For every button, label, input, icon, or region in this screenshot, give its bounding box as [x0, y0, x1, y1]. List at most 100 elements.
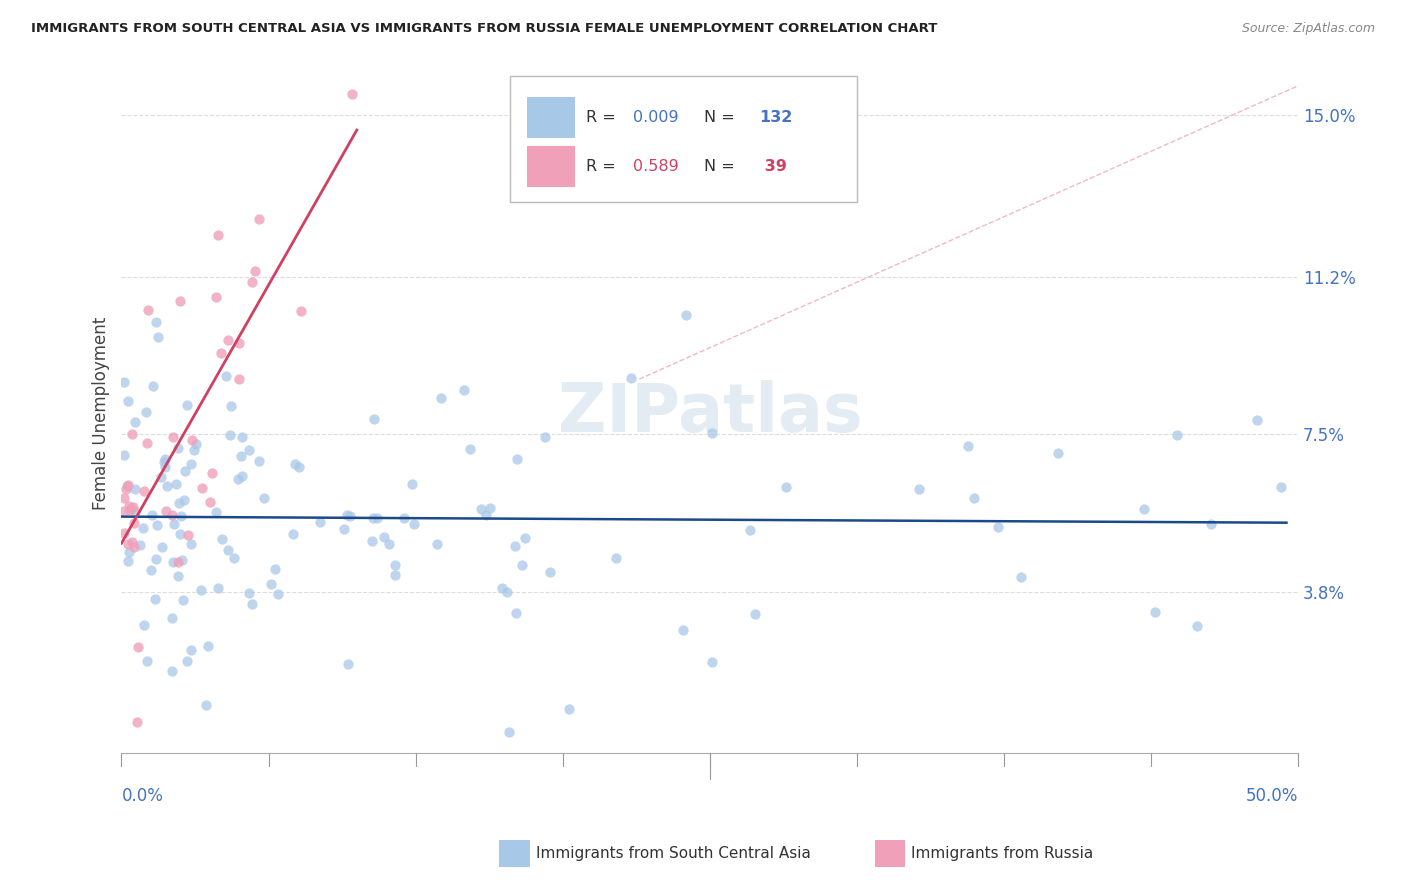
Point [229, 449, 252, 463]
Point [675, 308, 697, 322]
Point [160, 611, 183, 625]
Point [458, 442, 481, 456]
Point [181, 433, 204, 447]
Point [121, 426, 143, 441]
Point [228, 372, 250, 386]
Point [1187, 619, 1209, 633]
Point [176, 655, 198, 669]
Point [160, 665, 183, 679]
Point [672, 623, 695, 637]
Point [165, 476, 187, 491]
Point [1270, 480, 1292, 494]
Point [401, 477, 423, 491]
Point [177, 528, 200, 542]
Text: Immigrants from South Central Asia: Immigrants from South Central Asia [536, 847, 811, 861]
Point [117, 394, 139, 409]
Point [135, 404, 157, 418]
Point [127, 715, 149, 730]
Point [176, 399, 198, 413]
Point [172, 593, 194, 607]
Point [392, 510, 415, 524]
Text: Source: ZipAtlas.com: Source: ZipAtlas.com [1241, 22, 1375, 36]
Point [167, 554, 190, 568]
Point [201, 466, 224, 480]
Point [122, 516, 145, 530]
Point [238, 586, 260, 600]
Point [219, 399, 242, 413]
Point [115, 479, 138, 493]
Point [505, 539, 527, 553]
Point [744, 607, 766, 621]
Point [143, 592, 166, 607]
Point [513, 531, 536, 545]
Point [198, 495, 221, 509]
Point [162, 555, 184, 569]
Point [363, 412, 385, 426]
Point [238, 443, 260, 458]
Point [384, 568, 406, 582]
Point [170, 553, 193, 567]
Point [505, 606, 527, 620]
Point [247, 454, 270, 468]
Point [240, 597, 263, 611]
Point [186, 436, 208, 450]
Point [114, 482, 136, 496]
Point [605, 550, 627, 565]
Point [558, 701, 581, 715]
Text: 39: 39 [759, 159, 787, 174]
Point [987, 520, 1010, 534]
Point [1246, 413, 1268, 427]
Point [700, 655, 723, 669]
Point [209, 345, 232, 359]
Point [150, 470, 173, 484]
Point [129, 538, 152, 552]
Point [384, 558, 406, 572]
Point [963, 491, 986, 505]
Point [1143, 605, 1166, 619]
Point [167, 568, 190, 582]
Text: N =: N = [704, 159, 740, 174]
Text: 132: 132 [759, 110, 793, 125]
Point [263, 562, 285, 576]
Point [118, 499, 141, 513]
Point [470, 502, 492, 516]
Point [498, 725, 520, 739]
Bar [527, 145, 575, 186]
Point [339, 508, 361, 523]
Point [231, 469, 253, 483]
Point [180, 458, 202, 472]
Point [191, 482, 214, 496]
Point [132, 618, 155, 632]
Point [162, 430, 184, 444]
Point [404, 516, 426, 531]
Point [226, 472, 249, 486]
Point [124, 540, 146, 554]
Point [205, 290, 228, 304]
Point [218, 543, 240, 558]
Point [363, 511, 385, 525]
Point [112, 376, 135, 390]
Point [538, 565, 561, 579]
Point [243, 264, 266, 278]
Point [118, 545, 141, 559]
Point [366, 511, 388, 525]
Point [228, 336, 250, 351]
Text: N =: N = [704, 110, 740, 125]
Point [135, 436, 157, 450]
Point [775, 480, 797, 494]
Point [135, 654, 157, 668]
Point [534, 430, 557, 444]
Point [740, 523, 762, 537]
Point [169, 294, 191, 309]
Text: ZIPatlas: ZIPatlas [558, 380, 862, 446]
Point [340, 87, 363, 102]
Y-axis label: Female Unemployment: Female Unemployment [93, 317, 110, 509]
Point [247, 212, 270, 227]
Point [284, 457, 307, 471]
Point [430, 392, 453, 406]
Point [170, 508, 193, 523]
Point [908, 483, 931, 497]
Point [240, 275, 263, 289]
Point [112, 504, 135, 518]
Point [112, 448, 135, 462]
